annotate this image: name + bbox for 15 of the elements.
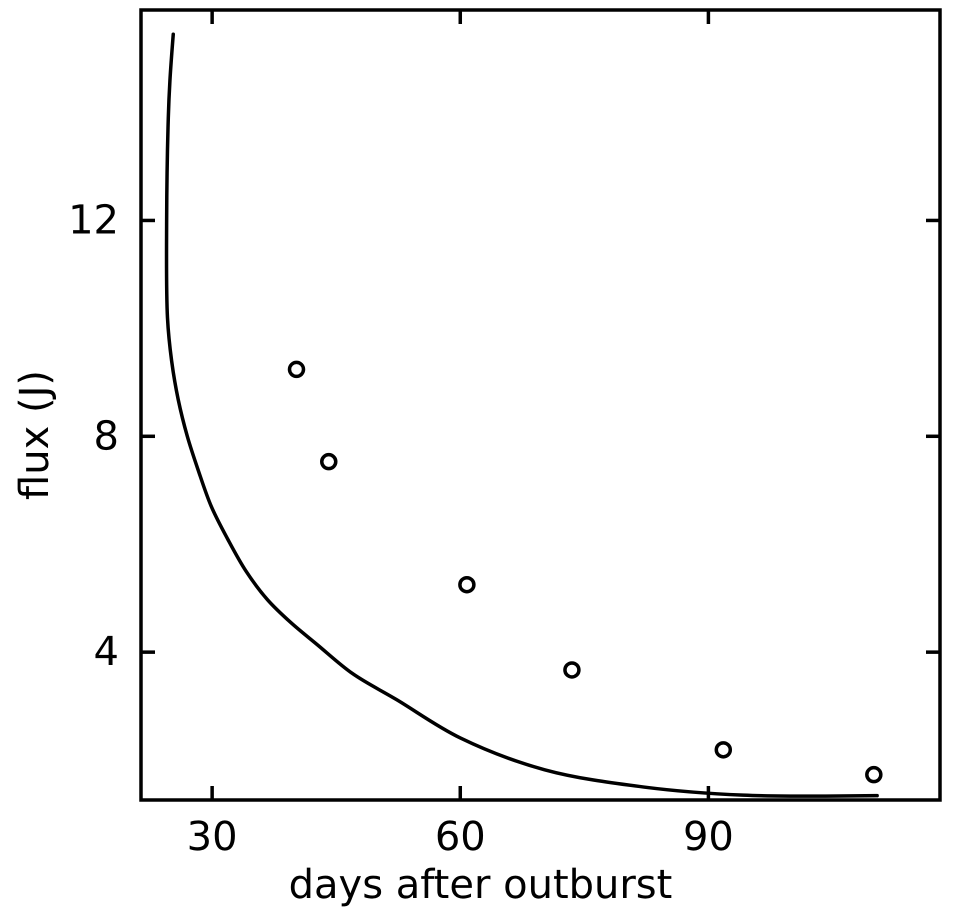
x-tick-label: 30 — [186, 814, 238, 860]
y-tick-label: 12 — [68, 197, 119, 244]
x-tick-label: 60 — [434, 814, 486, 860]
point — [320, 452, 338, 470]
x-axis-title: days after outburst — [288, 862, 672, 908]
x-tick-label: 90 — [682, 814, 734, 860]
point — [714, 741, 732, 759]
point — [458, 576, 476, 594]
y-tick-label: 4 — [94, 629, 119, 676]
line-series — [164, 32, 879, 798]
point — [288, 360, 306, 378]
point — [865, 766, 883, 784]
y-axis-title: flux (J) — [12, 370, 58, 500]
y-tick-label: 8 — [94, 413, 119, 460]
point — [563, 661, 581, 679]
